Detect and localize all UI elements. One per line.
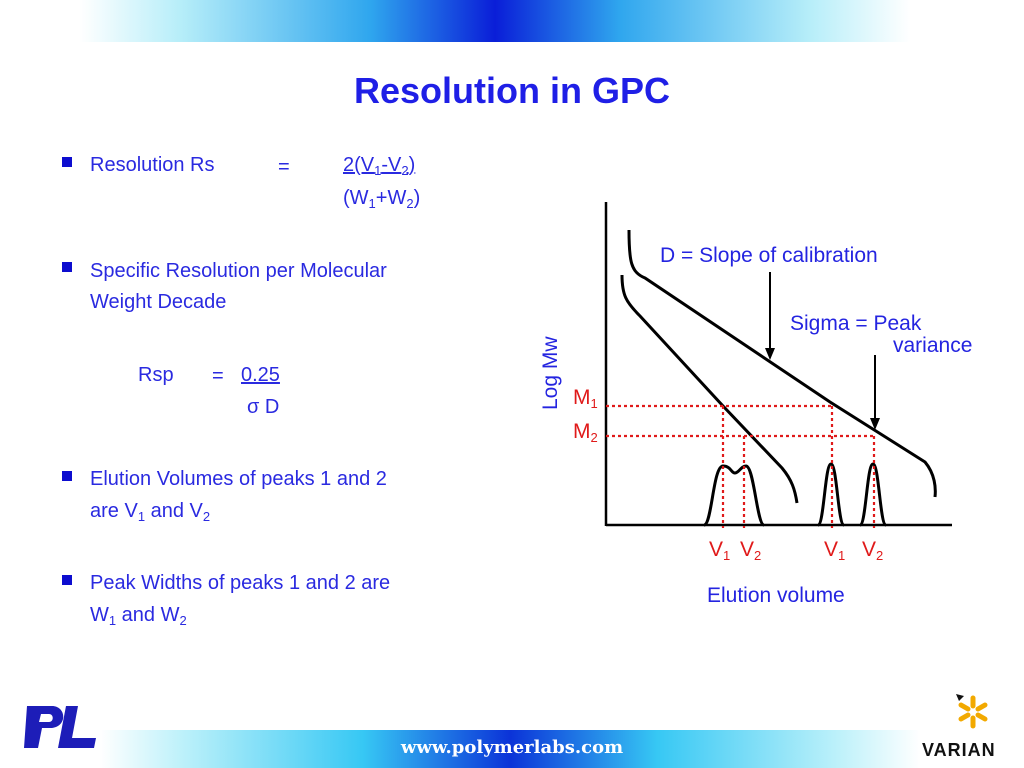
- rsp-label: Rsp: [138, 364, 174, 386]
- varian-wordmark: VARIAN: [922, 740, 996, 760]
- v2-label-left: V2: [740, 538, 761, 563]
- sigma-symbol: σ: [247, 396, 260, 418]
- resolution-equals: =: [278, 156, 290, 178]
- arrow-d: [765, 272, 775, 360]
- y-axis-label: Log Mw: [539, 336, 562, 410]
- footer-gradient-bar: [100, 730, 920, 768]
- arrow-sigma: [870, 355, 880, 430]
- bullet-marker: [62, 575, 72, 585]
- peak-pair-1: [702, 464, 766, 527]
- rsp-denominator: σ D: [247, 396, 280, 418]
- header-gradient-bar: [80, 0, 910, 42]
- resolution-numerator: 2(V1-V2): [343, 154, 416, 178]
- peak-widths-line2: W1 and W2: [90, 604, 187, 628]
- annotation-d: D = Slope of calibration: [660, 244, 878, 267]
- bullet-marker: [62, 262, 72, 272]
- rsp-numerator: 0.25: [241, 364, 280, 386]
- resolution-denominator: (W1+W2): [343, 187, 421, 211]
- dotted-guides: [606, 404, 876, 528]
- specific-resolution-line1: Specific Resolution per Molecular: [90, 260, 387, 282]
- v1-label-left: V1: [709, 538, 730, 563]
- varian-star-icon: [956, 694, 988, 729]
- elution-line1: Elution Volumes of peaks 1 and 2: [90, 468, 387, 490]
- m1-label: M1: [573, 386, 598, 411]
- v2-label-right: V2: [862, 538, 883, 563]
- v1-label-right: V1: [824, 538, 845, 563]
- m2-label: M2: [573, 420, 598, 445]
- x-axis-label: Elution volume: [707, 584, 845, 607]
- resolution-label: Resolution Rs: [90, 154, 215, 176]
- footer-url[interactable]: www.polymerlabs.com: [400, 737, 624, 758]
- rsp-equals: =: [212, 365, 224, 387]
- annotation-sigma-line2: variance: [893, 334, 972, 357]
- bullet-marker: [62, 471, 72, 481]
- annotation-sigma-line1: Sigma = Peak: [790, 312, 922, 335]
- specific-resolution-line2: Weight Decade: [90, 291, 227, 313]
- pl-logo: [24, 706, 96, 748]
- elution-line2: are V1 and V2: [90, 500, 211, 524]
- slide-title: Resolution in GPC: [353, 70, 670, 111]
- peak-single-1: [816, 462, 846, 527]
- bullet-marker: [62, 157, 72, 167]
- peak-single-2: [858, 462, 888, 527]
- peak-widths-line1: Peak Widths of peaks 1 and 2 are: [90, 572, 391, 594]
- calibration-curve-1: [627, 229, 937, 498]
